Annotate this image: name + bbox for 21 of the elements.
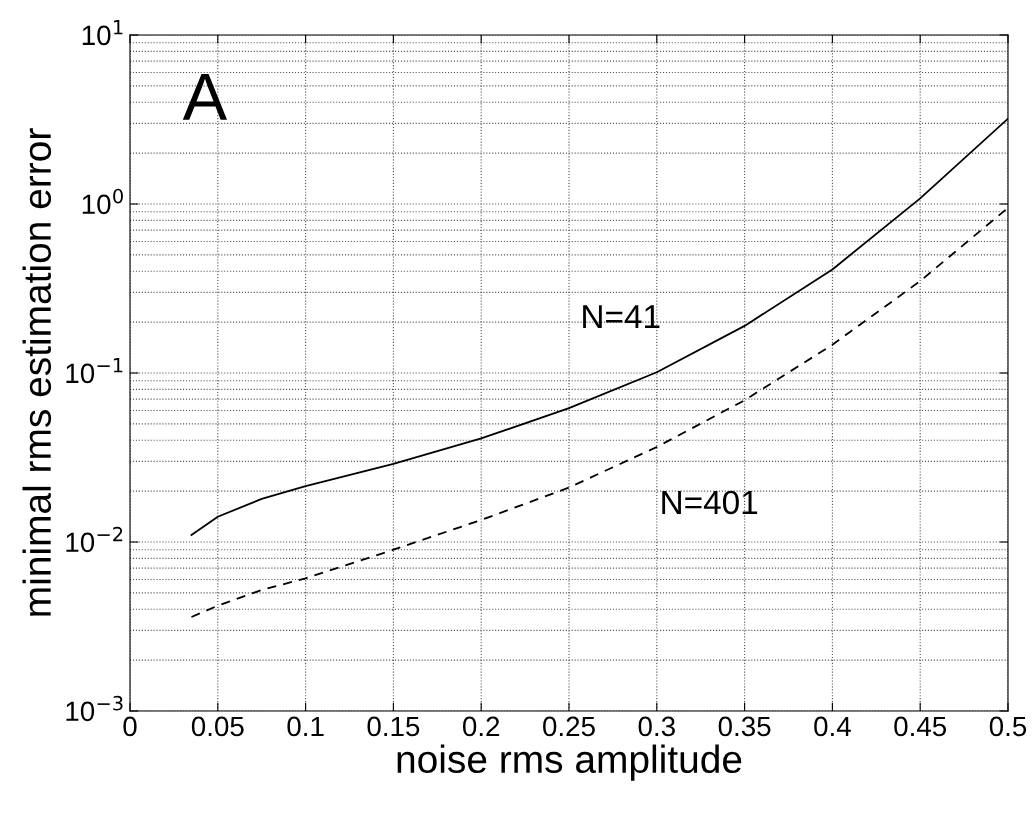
x-tick-label: 0.3 bbox=[638, 716, 675, 737]
x-tick-label: 0.35 bbox=[718, 716, 771, 737]
x-tick-label: 0.15 bbox=[367, 716, 420, 737]
annotation: A bbox=[182, 73, 228, 120]
series-label: N=41 bbox=[583, 305, 660, 329]
y-axis-title: minimal rms estimation error bbox=[22, 128, 52, 616]
x-tick-label: 0.25 bbox=[543, 716, 595, 737]
x-axis-title: noise rms amplitude bbox=[397, 744, 742, 781]
x-tick-label: 0.45 bbox=[894, 716, 947, 737]
y-tick-label: 10$^{0}$ bbox=[82, 188, 123, 215]
x-tick-label: 0 bbox=[123, 716, 137, 737]
x-tick-label: 0.05 bbox=[191, 716, 244, 737]
x-tick-label: 0.1 bbox=[287, 716, 324, 737]
y-tick-label: 10$^{−3}$ bbox=[66, 695, 123, 722]
x-tick-label: 0.5 bbox=[989, 716, 1027, 737]
x-tick-label: 0.2 bbox=[462, 716, 500, 737]
y-tick-label: 10$^{−2}$ bbox=[66, 526, 123, 553]
y-tick-label: 10$^{1}$ bbox=[82, 20, 123, 46]
y-tick-label: 10$^{−1}$ bbox=[66, 358, 123, 384]
x-tick-label: 0.4 bbox=[814, 716, 851, 737]
series-label: N=401 bbox=[662, 490, 758, 515]
